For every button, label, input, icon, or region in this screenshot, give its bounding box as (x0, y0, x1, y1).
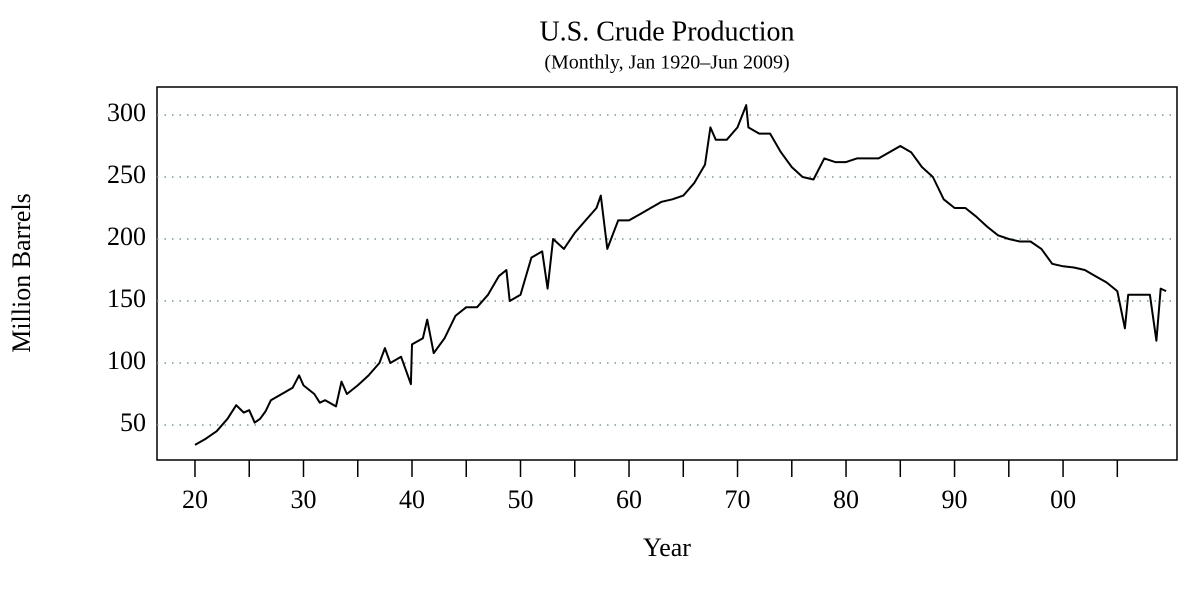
plot-frame (156, 86, 1178, 461)
chart-subtitle: (Monthly, Jan 1920–Jun 2009) (544, 52, 789, 74)
data-line (194, 104, 1167, 446)
y-tick-label: 200 (107, 222, 146, 251)
y-tick-label: 300 (107, 98, 146, 127)
x-tick-label: 90 (942, 485, 968, 514)
y-tick-label: 50 (120, 408, 146, 437)
y-tick-label: 250 (107, 160, 146, 189)
x-axis-label: Year (643, 533, 691, 562)
x-tick-label: 80 (833, 485, 859, 514)
y-tick-label: 150 (107, 284, 146, 313)
x-tick-label: 50 (508, 485, 534, 514)
x-tick-label: 00 (1050, 485, 1076, 514)
x-tick-label: 40 (399, 485, 425, 514)
x-tick-label: 20 (182, 485, 208, 514)
y-axis-label: Million Barrels (7, 193, 36, 353)
x-tick-label: 30 (290, 485, 316, 514)
x-tick-label: 70 (725, 485, 751, 514)
y-tick-label: 100 (107, 346, 146, 375)
chart-title: U.S. Crude Production (539, 16, 794, 47)
x-tick-label: 60 (616, 485, 642, 514)
